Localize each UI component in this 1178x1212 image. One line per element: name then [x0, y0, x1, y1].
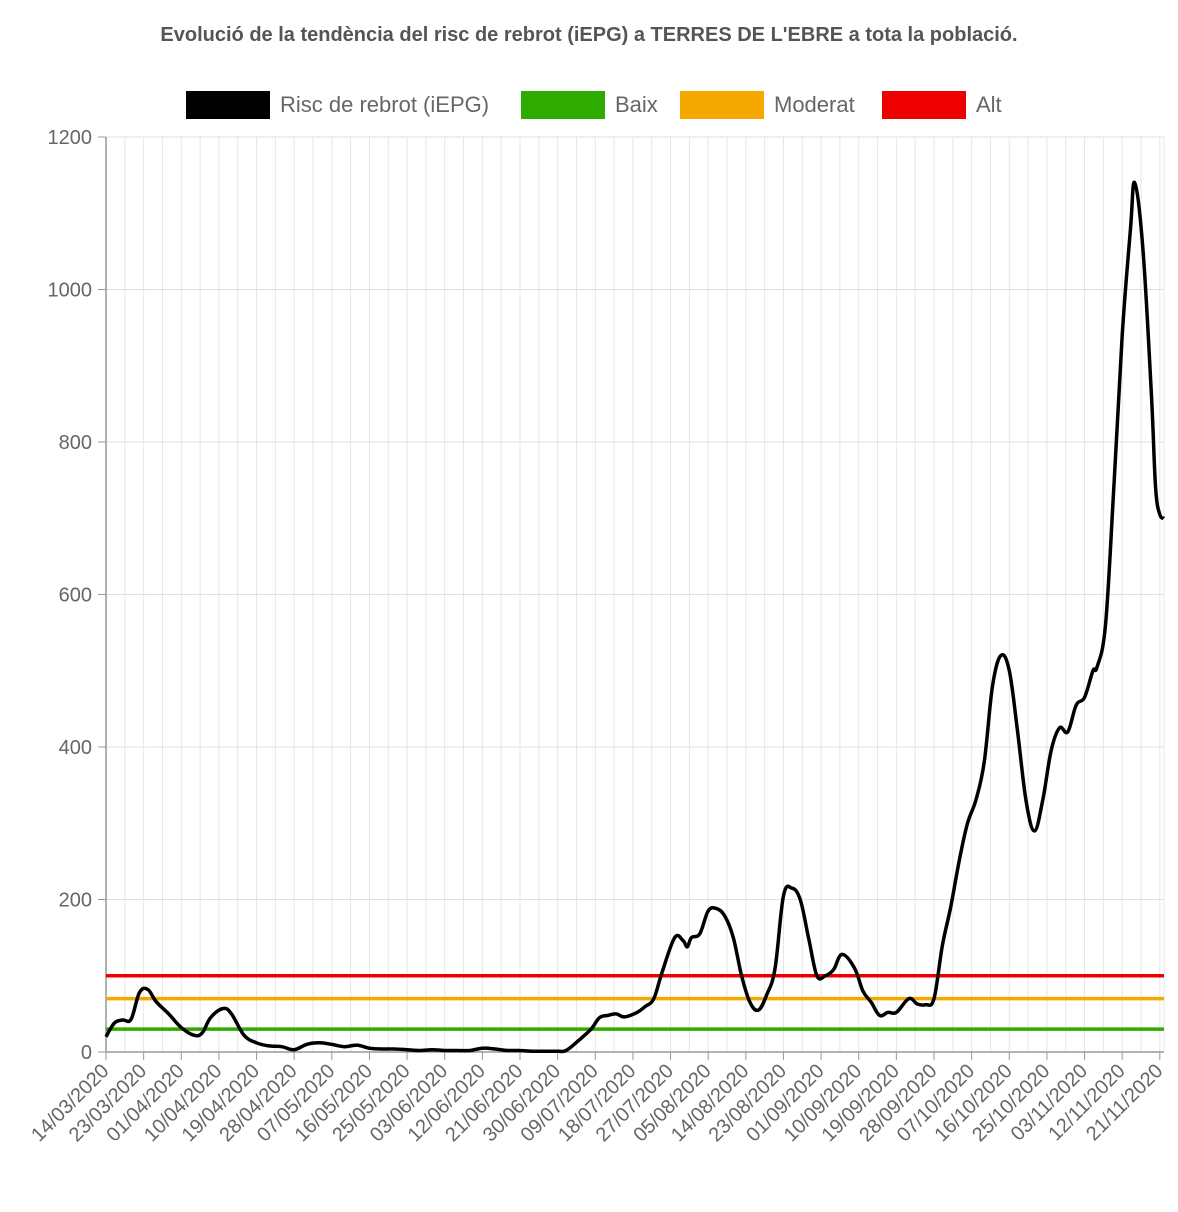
legend-swatch-moderat: [680, 91, 764, 119]
series-lines: [104, 180, 1166, 1054]
legend-item-moderat[interactable]: Moderat: [680, 90, 855, 120]
legend-item-alt[interactable]: Alt: [882, 90, 1002, 120]
gridlines: [105, 136, 1165, 1053]
legend-swatch-alt: [882, 91, 966, 119]
legend-item-baix[interactable]: Baix: [521, 90, 658, 120]
y-tick-label: 1000: [48, 280, 93, 302]
legend-label-alt: Alt: [976, 92, 1002, 117]
legend-swatch-risc: [186, 91, 270, 119]
x-tick-labels: 14/03/202023/03/202001/04/202010/04/2020…: [27, 1060, 1167, 1146]
y-tick-label: 200: [59, 890, 92, 912]
chart-title: Evolució de la tendència del risc de reb…: [160, 24, 1018, 46]
y-tick-label: 1200: [48, 127, 93, 149]
series-line-risc-de-rebrot: [104, 180, 1166, 1054]
y-tick-labels: 0 200 400 600 800 1000 1200: [48, 127, 93, 1064]
y-tick-label: 0: [81, 1042, 92, 1064]
y-tick-label: 400: [59, 737, 92, 759]
y-tick-label: 800: [59, 432, 92, 454]
axes: [98, 136, 1164, 1060]
legend-label-risc: Risc de rebrot (iEPG): [280, 92, 490, 117]
legend-swatch-baix: [521, 91, 605, 119]
threshold-lines: [106, 974, 1164, 1031]
legend-item-risc[interactable]: Risc de rebrot (iEPG): [186, 90, 489, 120]
legend-label-moderat: Moderat: [774, 92, 855, 117]
legend: Risc de rebrot (iEPG) Baix Moderat Alt: [0, 90, 1178, 120]
legend-label-baix: Baix: [615, 92, 658, 117]
y-tick-label: 600: [59, 585, 92, 607]
